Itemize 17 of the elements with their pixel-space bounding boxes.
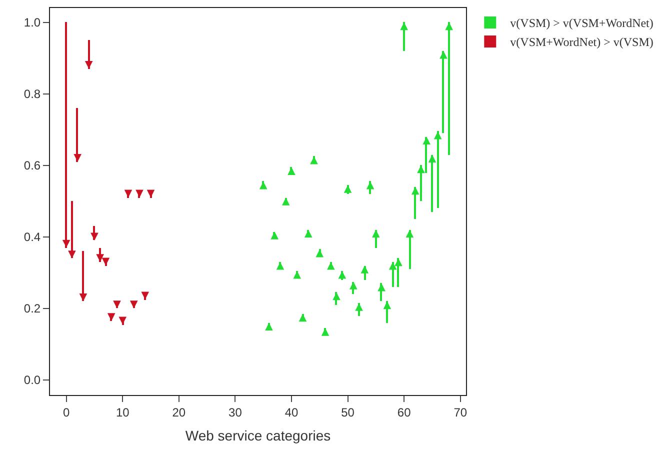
y-tick-label: 0.6 bbox=[24, 158, 41, 173]
y-tick-label: 0.0 bbox=[24, 373, 41, 388]
legend-label: v(VSM) > v(VSM+WordNet) bbox=[510, 16, 654, 30]
x-tick-label: 0 bbox=[62, 405, 70, 420]
y-tick-label: 1.0 bbox=[24, 16, 41, 30]
x-axis-title: Web service categories bbox=[185, 428, 331, 444]
x-tick-label: 30 bbox=[228, 405, 242, 420]
x-tick-label: 20 bbox=[172, 405, 186, 420]
x-tick-label: 70 bbox=[454, 405, 468, 420]
legend-label: v(VSM+WordNet) > v(VSM) bbox=[510, 35, 654, 50]
x-tick-label: 60 bbox=[397, 405, 412, 420]
y-tick-label: 0.2 bbox=[24, 302, 41, 316]
y-tick-label: 0.8 bbox=[24, 87, 41, 102]
x-tick-label: 10 bbox=[116, 405, 130, 420]
x-tick-label: 40 bbox=[284, 405, 298, 420]
x-tick-label: 50 bbox=[341, 405, 355, 420]
y-tick-label: 0.4 bbox=[24, 230, 41, 244]
